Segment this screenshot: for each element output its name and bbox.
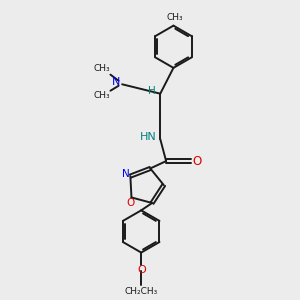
- Text: HN: HN: [140, 132, 156, 142]
- Text: CH₃: CH₃: [93, 64, 110, 73]
- Text: O: O: [126, 198, 134, 208]
- Text: O: O: [137, 265, 146, 275]
- Text: CH₃: CH₃: [167, 13, 183, 22]
- Text: CH₂CH₃: CH₂CH₃: [124, 287, 158, 296]
- Text: O: O: [193, 154, 202, 168]
- Text: H: H: [148, 86, 156, 96]
- Text: N: N: [122, 169, 130, 179]
- Text: CH₃: CH₃: [93, 91, 110, 100]
- Text: N: N: [112, 77, 120, 87]
